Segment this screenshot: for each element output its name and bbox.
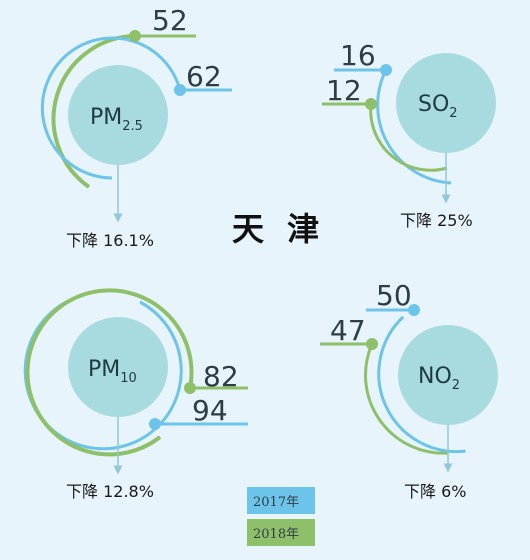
- no2-2017-arc: [377, 315, 466, 454]
- pm25-2017-arc: [40, 36, 182, 180]
- so2-bubble: [396, 53, 496, 153]
- pm10-2018-arc: [25, 288, 194, 457]
- so2-drop: 下降 25%: [400, 211, 473, 230]
- so2-block: 16 12 SO2 下降 25%: [322, 39, 496, 230]
- pm10-block: 82 94 PM10 下降 12.8%: [23, 288, 248, 501]
- so2-label: SO2: [418, 92, 458, 121]
- so2-2018-value: 12: [326, 74, 362, 107]
- no2-2017-value: 50: [376, 279, 412, 312]
- no2-label: NO2: [418, 364, 460, 393]
- pm25-2017-dot: [174, 84, 186, 96]
- no2-2018-value: 47: [330, 314, 366, 347]
- so2-2017-arc: [376, 69, 452, 185]
- pm25-2018-value: 52: [152, 4, 188, 37]
- pm10-2018-dot: [184, 382, 196, 394]
- so2-2018-arc: [369, 103, 448, 172]
- pm25-2017-value: 62: [186, 60, 222, 93]
- pm10-drop: 下降 12.8%: [66, 482, 154, 501]
- city-title: 天 津: [232, 210, 325, 248]
- no2-2018-arc: [364, 343, 449, 455]
- no2-bubble: [398, 325, 498, 425]
- legend-swatch-2017: [247, 487, 315, 514]
- legend: 2017年 2018年: [247, 487, 315, 546]
- pm10-2017-value: 94: [192, 394, 228, 427]
- pm10-2018-value: 82: [203, 360, 239, 393]
- legend-label-2017: 2017年: [253, 495, 299, 510]
- no2-2018-dot: [366, 338, 378, 350]
- so2-2018-dot: [365, 98, 377, 110]
- pm25-drop: 下降 16.1%: [66, 231, 154, 250]
- pm25-block: 52 62 PM2.5 下降 16.1%: [40, 4, 232, 250]
- legend-label-2018: 2018年: [253, 527, 299, 542]
- pm10-bubble: [68, 317, 168, 417]
- pm25-2018-dot: [129, 30, 141, 42]
- no2-drop: 下降 6%: [404, 482, 466, 501]
- pm25-bubble: [68, 65, 168, 165]
- pm25-label: PM2.5: [90, 105, 143, 134]
- legend-swatch-2018: [247, 519, 315, 546]
- so2-2017-dot: [380, 64, 392, 76]
- pm10-2017-dot: [149, 418, 161, 430]
- so2-2017-value: 16: [340, 39, 376, 72]
- pm10-2017-arc: [23, 294, 183, 451]
- pm10-label: PM10: [88, 357, 137, 386]
- no2-2017-dot: [408, 304, 420, 316]
- no2-block: 50 47 NO2 下降 6%: [320, 279, 498, 501]
- pm25-2018-arc: [51, 34, 136, 189]
